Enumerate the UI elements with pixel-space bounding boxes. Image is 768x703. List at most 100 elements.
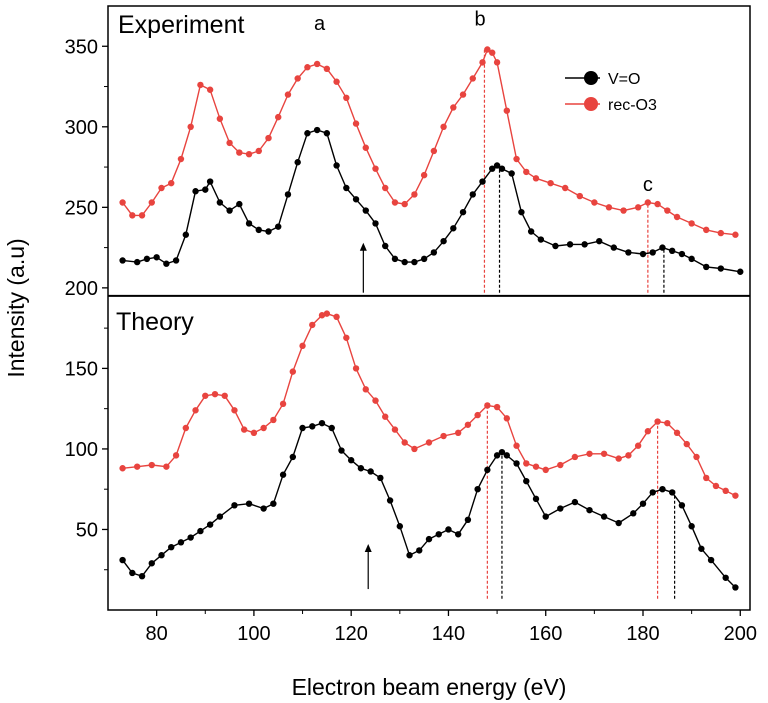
data-point xyxy=(382,184,389,192)
data-point xyxy=(683,440,690,448)
data-point xyxy=(581,241,588,248)
data-point xyxy=(260,424,267,432)
data-point xyxy=(216,513,224,520)
data-point xyxy=(343,184,350,192)
data-point xyxy=(693,453,700,461)
series-layer xyxy=(119,46,744,591)
data-point xyxy=(211,390,219,398)
data-point xyxy=(493,162,501,169)
y-tick-label: 100 xyxy=(65,439,98,461)
data-point xyxy=(425,535,433,543)
arrows xyxy=(359,242,372,590)
data-point xyxy=(333,162,340,169)
data-point xyxy=(552,242,559,250)
data-point xyxy=(172,452,180,459)
data-point xyxy=(299,424,306,432)
data-point xyxy=(172,257,180,264)
peak-label-b: b xyxy=(475,8,486,30)
data-point xyxy=(459,208,467,216)
data-point xyxy=(352,120,360,127)
data-point xyxy=(158,552,165,559)
y-tick-label: 300 xyxy=(65,117,98,139)
data-point xyxy=(586,450,593,457)
data-point xyxy=(168,543,175,551)
data-point xyxy=(411,445,418,453)
x-axis-label: Electron beam energy (eV) xyxy=(292,674,567,700)
arrow-head xyxy=(364,543,372,552)
data-point xyxy=(600,450,608,457)
data-point xyxy=(323,130,331,137)
data-point xyxy=(489,165,496,172)
data-point xyxy=(542,513,549,520)
data-point xyxy=(323,65,331,73)
data-point xyxy=(659,244,666,251)
data-point xyxy=(206,178,214,185)
series-v-o-experiment xyxy=(119,126,744,275)
legend-marker-v-o xyxy=(584,71,598,85)
data-point xyxy=(284,91,292,98)
arrow-head xyxy=(359,242,367,251)
data-point xyxy=(513,442,520,449)
data-point xyxy=(279,471,287,478)
data-point xyxy=(732,492,739,499)
data-point xyxy=(158,184,165,192)
panel-label-theory: Theory xyxy=(116,308,194,336)
x-tick-label: 140 xyxy=(432,623,465,645)
data-point xyxy=(576,192,583,200)
data-point xyxy=(654,200,661,208)
data-point xyxy=(469,191,476,198)
data-point xyxy=(119,257,126,264)
data-point xyxy=(284,191,292,198)
data-point xyxy=(382,242,389,250)
data-point xyxy=(445,526,452,533)
data-point xyxy=(639,500,647,507)
data-point xyxy=(659,486,666,493)
data-point xyxy=(644,428,652,435)
data-point xyxy=(717,229,725,237)
data-point xyxy=(153,254,160,261)
data-point xyxy=(202,392,209,399)
data-point xyxy=(138,212,146,219)
data-point xyxy=(362,144,369,151)
x-tick-label: 120 xyxy=(334,623,367,645)
data-point xyxy=(493,59,501,66)
data-point xyxy=(508,170,515,177)
data-point xyxy=(313,60,321,68)
data-point xyxy=(649,489,656,496)
data-point xyxy=(163,463,170,470)
x-tick-label: 200 xyxy=(724,623,757,645)
data-point xyxy=(240,426,248,433)
data-point xyxy=(537,236,545,243)
data-point xyxy=(206,521,214,528)
data-point xyxy=(362,207,369,214)
series-line xyxy=(122,48,736,236)
data-point xyxy=(625,452,632,459)
data-point xyxy=(484,402,491,409)
data-point xyxy=(391,255,399,263)
data-point xyxy=(703,226,710,234)
data-point xyxy=(484,46,491,53)
data-point xyxy=(119,199,126,206)
data-point xyxy=(634,204,642,211)
data-point xyxy=(367,468,374,475)
data-point xyxy=(221,392,228,399)
data-point xyxy=(416,547,423,554)
data-point xyxy=(542,466,549,474)
data-point xyxy=(236,149,243,156)
data-point xyxy=(245,220,253,227)
data-point xyxy=(304,64,311,71)
data-point xyxy=(148,560,155,567)
data-point xyxy=(430,249,438,256)
data-point xyxy=(566,241,574,248)
data-point xyxy=(294,159,301,166)
data-point xyxy=(275,113,282,121)
y-tick-label: 150 xyxy=(65,358,98,380)
series-line xyxy=(122,312,736,497)
data-point xyxy=(493,452,501,459)
data-point xyxy=(260,505,267,512)
data-point xyxy=(270,500,277,507)
data-point xyxy=(703,474,710,482)
data-point xyxy=(420,255,428,263)
y-axis-label: Intensity (a.u) xyxy=(3,238,29,377)
data-point xyxy=(401,258,408,266)
